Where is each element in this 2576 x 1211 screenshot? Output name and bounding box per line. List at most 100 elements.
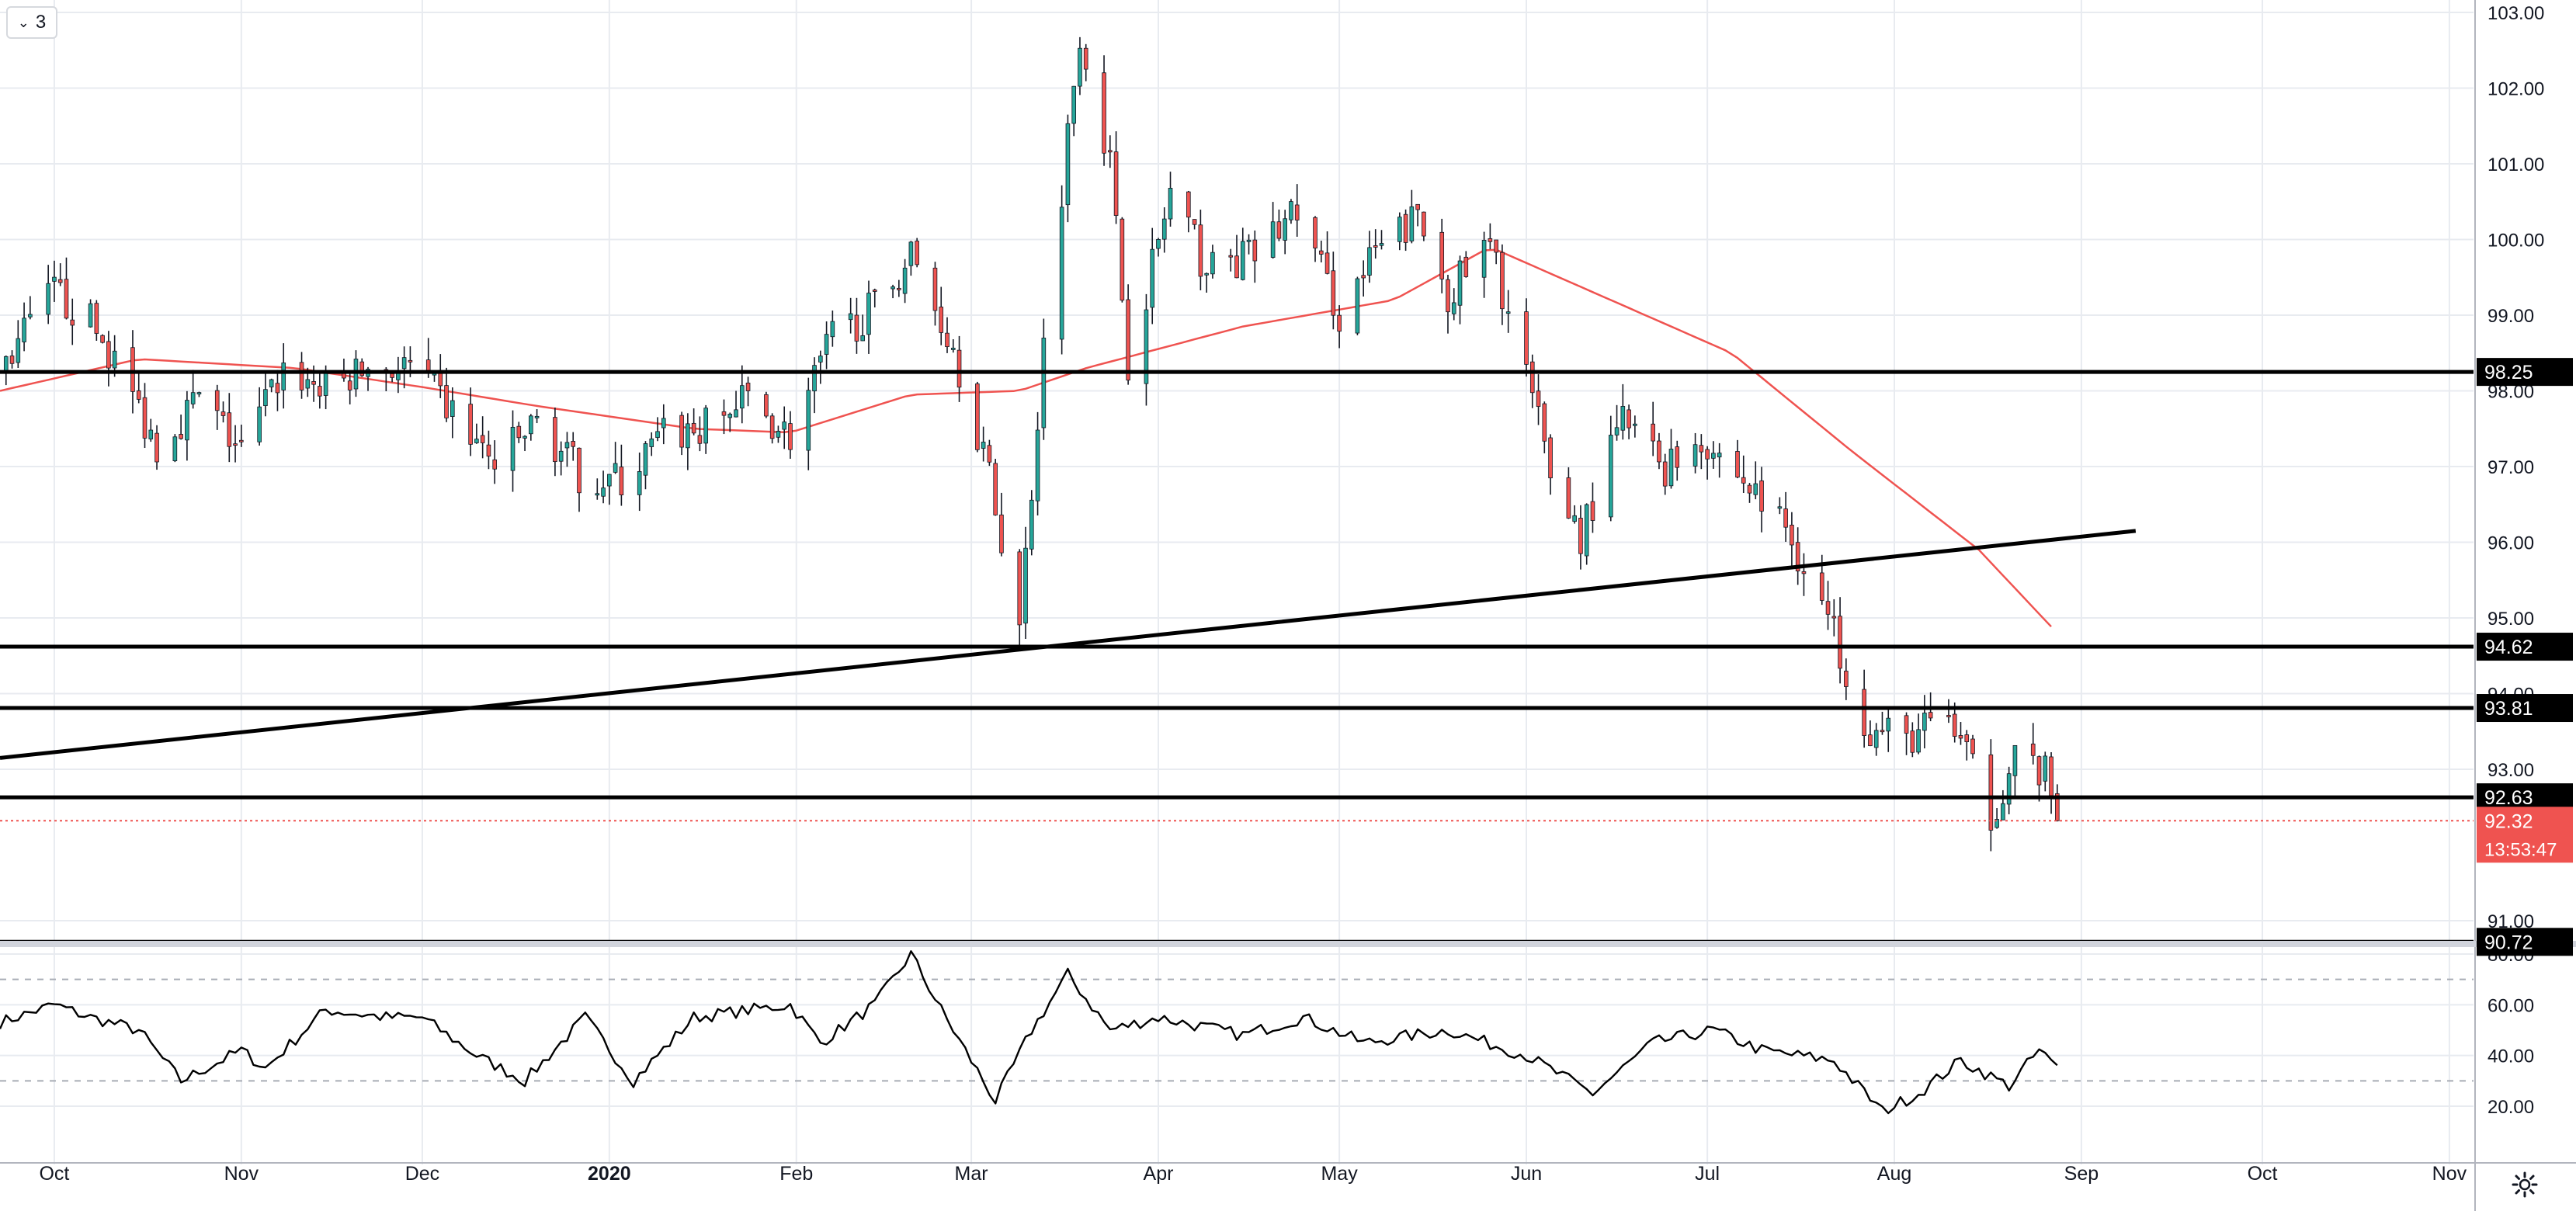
candle-down	[1783, 508, 1788, 528]
candle-up	[1078, 47, 1082, 87]
candle-down	[1108, 150, 1113, 153]
level-price-text: 94.62	[2484, 637, 2533, 658]
price-labels: 98.25 94.62 93.81 92.63 90.72 92.32 13:53:47	[0, 358, 2573, 956]
candle-down	[347, 380, 352, 390]
candlestick-series	[3, 36, 2060, 852]
candle-down	[1337, 314, 1342, 332]
candle-up	[1355, 278, 1360, 334]
candle-down	[468, 404, 473, 445]
candle-up	[305, 379, 311, 389]
candle-down	[1542, 403, 1547, 442]
candle-down	[577, 447, 582, 494]
candle-down	[999, 514, 1004, 553]
candle-up	[16, 338, 21, 363]
candle-down	[1494, 239, 1498, 253]
candle-down	[721, 411, 727, 416]
time-axis-label: Dec	[405, 1163, 439, 1185]
candle-up	[818, 356, 823, 363]
candle-up	[1886, 717, 1891, 732]
candle-down	[993, 463, 998, 515]
candle-down	[1838, 616, 1842, 669]
time-axis-label: Nov	[224, 1163, 259, 1185]
candle-down	[318, 386, 322, 397]
chevron-down-icon: ⌄	[17, 14, 30, 30]
candle-up	[172, 436, 178, 462]
time-axis-label: Aug	[1877, 1163, 1911, 1185]
candle-down	[679, 415, 684, 448]
candle-down	[57, 279, 63, 283]
candle-up	[830, 321, 835, 338]
candle-down	[854, 314, 859, 342]
candle-down	[106, 341, 111, 369]
candle-down	[1790, 524, 1794, 546]
candle-up	[1270, 221, 1276, 258]
level-price-text: 90.72	[2484, 932, 2533, 953]
candle-up	[1873, 730, 1879, 748]
candle-down	[220, 411, 226, 416]
candle-down	[1126, 299, 1130, 381]
candle-down	[1324, 252, 1330, 274]
candle-down	[1415, 203, 1420, 210]
candle-down	[1548, 437, 1553, 479]
candle-down	[1186, 191, 1191, 218]
candle-down	[1446, 279, 1450, 313]
collapse-indicators-button[interactable]: ⌄ 3	[6, 6, 57, 39]
candle-down	[1120, 218, 1125, 301]
last-price-badge	[2477, 807, 2573, 863]
candle-up	[1572, 515, 1577, 522]
candle-down	[553, 417, 557, 463]
level-price-text: 93.81	[2484, 698, 2533, 720]
candle-down	[1705, 449, 1710, 460]
candle-up	[727, 414, 733, 418]
candle-down	[1439, 231, 1445, 279]
candle-up	[1168, 188, 1173, 220]
candle-up	[88, 303, 93, 328]
candle-down	[1198, 224, 1203, 277]
candle-down	[1699, 445, 1704, 453]
candle-up	[1289, 201, 1293, 220]
candle-up	[148, 429, 154, 439]
horizontal-levels[interactable]	[0, 370, 2474, 944]
candle-down	[179, 434, 183, 439]
candle-down	[1361, 275, 1366, 279]
candle-down	[1524, 311, 1529, 365]
chart-settings-button[interactable]	[2501, 1161, 2548, 1208]
candle-up	[401, 357, 407, 370]
price-axis-tick: 93.00	[2487, 760, 2534, 781]
candle-up	[1608, 435, 1613, 518]
candle-down	[1741, 477, 1746, 484]
candle-down	[1662, 461, 1668, 487]
candle-countdown: 13:53:47	[2484, 839, 2557, 860]
candle-down	[64, 279, 69, 319]
candle-up	[1210, 252, 1215, 275]
candle-up	[28, 314, 33, 317]
time-axis-label: Oct	[39, 1163, 69, 1185]
candle-up	[2043, 755, 2048, 782]
candle-down	[697, 435, 703, 444]
candle-up	[2001, 803, 2005, 821]
candle-up	[1505, 311, 1511, 314]
candle-down	[1313, 217, 1318, 248]
candle-down	[480, 435, 485, 443]
candle-down	[1862, 689, 1866, 736]
candle-up	[190, 392, 196, 404]
candle-down	[1988, 754, 1994, 831]
candle-up	[185, 400, 189, 441]
candle-down	[932, 267, 938, 311]
level-price-badge	[2477, 928, 2573, 956]
candle-down	[872, 290, 877, 292]
candle-up	[558, 450, 564, 462]
candle-up	[1240, 241, 1245, 280]
candle-up	[1620, 406, 1626, 431]
candle-down	[486, 444, 491, 457]
candle-down	[1373, 245, 1378, 248]
candle-down	[130, 347, 135, 392]
candle-up	[601, 488, 606, 497]
candle-down	[1566, 477, 1571, 519]
candle-down	[1910, 730, 1915, 753]
candle-down	[1651, 423, 1655, 442]
price-axis-tick: 101.00	[2487, 154, 2544, 175]
